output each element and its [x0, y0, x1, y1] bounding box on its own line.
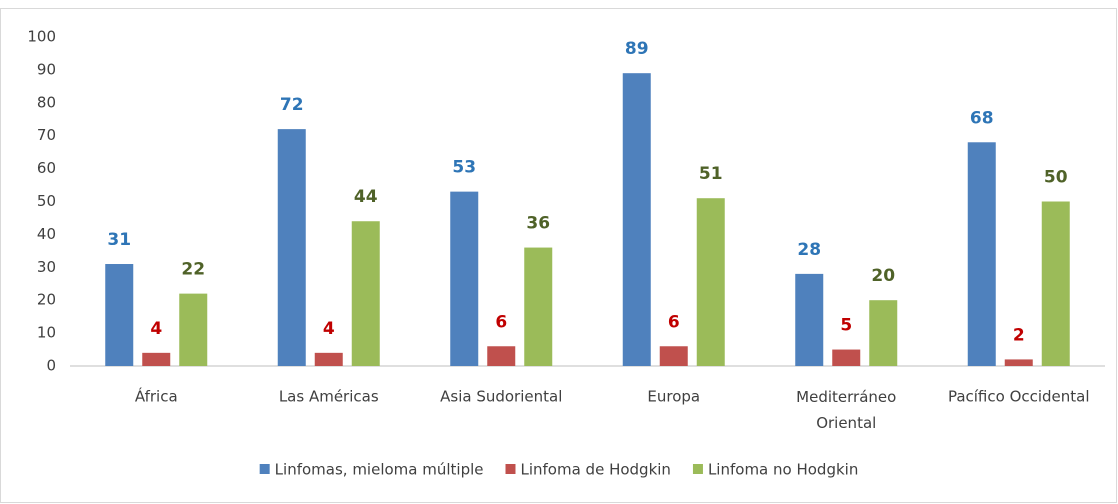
x-tick-label: Mediterráneo Oriental — [796, 388, 896, 432]
y-tick-label: 20 — [37, 291, 56, 309]
bar — [967, 142, 996, 366]
value-label: 53 — [452, 158, 476, 178]
legend-swatch — [259, 464, 270, 474]
value-label: 36 — [526, 214, 550, 234]
x-tick-label: Europa — [647, 388, 700, 406]
value-label: 89 — [625, 39, 649, 59]
value-label: 22 — [181, 260, 205, 280]
value-label: 44 — [354, 187, 378, 207]
value-label: 20 — [871, 266, 895, 286]
bar — [622, 73, 651, 366]
y-tick-label: 80 — [37, 93, 56, 111]
x-tick-label: Pacífico Occidental — [948, 388, 1090, 406]
y-tick-label: 0 — [46, 357, 56, 375]
value-label: 51 — [699, 164, 723, 184]
y-tick-label: 10 — [37, 324, 56, 342]
bar — [795, 273, 824, 366]
y-tick-label: 100 — [27, 28, 56, 46]
value-label: 4 — [150, 319, 162, 339]
value-label: 31 — [107, 230, 131, 250]
value-label: 6 — [495, 312, 507, 332]
x-tick-label: Asia Sudoriental — [440, 388, 562, 406]
x-tick-label: África — [135, 387, 178, 406]
x-tick-label: Las Américas — [279, 388, 379, 406]
y-tick-label: 70 — [37, 126, 56, 144]
bar — [314, 352, 343, 366]
value-label: 6 — [668, 312, 680, 332]
legend-swatch — [692, 464, 703, 474]
legend: Linfomas, mieloma múltiple Linfoma de Hod… — [259, 461, 858, 479]
bar — [869, 300, 898, 366]
bar — [105, 264, 134, 366]
chart-frame — [0, 8, 1117, 503]
value-label: 2 — [1013, 325, 1025, 345]
value-label: 4 — [323, 319, 335, 339]
y-tick-label: 90 — [37, 60, 56, 78]
value-label: 50 — [1044, 168, 1068, 188]
bar — [142, 352, 171, 366]
legend-label: Linfoma no Hodgkin — [708, 461, 858, 479]
bar — [524, 247, 553, 366]
value-label: 5 — [840, 316, 852, 336]
bar — [696, 198, 725, 366]
bar — [659, 346, 688, 366]
bar — [450, 191, 479, 366]
y-tick-label: 50 — [37, 192, 56, 210]
bar — [351, 221, 380, 366]
bar — [277, 129, 306, 366]
bar — [1004, 359, 1033, 366]
bar — [487, 346, 516, 366]
value-label: 68 — [970, 108, 994, 128]
bar — [832, 349, 861, 366]
value-label: 28 — [797, 240, 821, 260]
bar — [1041, 201, 1070, 366]
bar — [179, 293, 208, 366]
value-label: 72 — [280, 95, 304, 115]
y-tick-label: 30 — [37, 258, 56, 276]
y-tick-label: 40 — [37, 225, 56, 243]
legend-label: Linfomas, mieloma múltiple — [275, 461, 484, 479]
legend-swatch — [505, 464, 516, 474]
legend-label: Linfoma de Hodgkin — [521, 461, 671, 479]
y-tick-label: 60 — [37, 159, 56, 177]
